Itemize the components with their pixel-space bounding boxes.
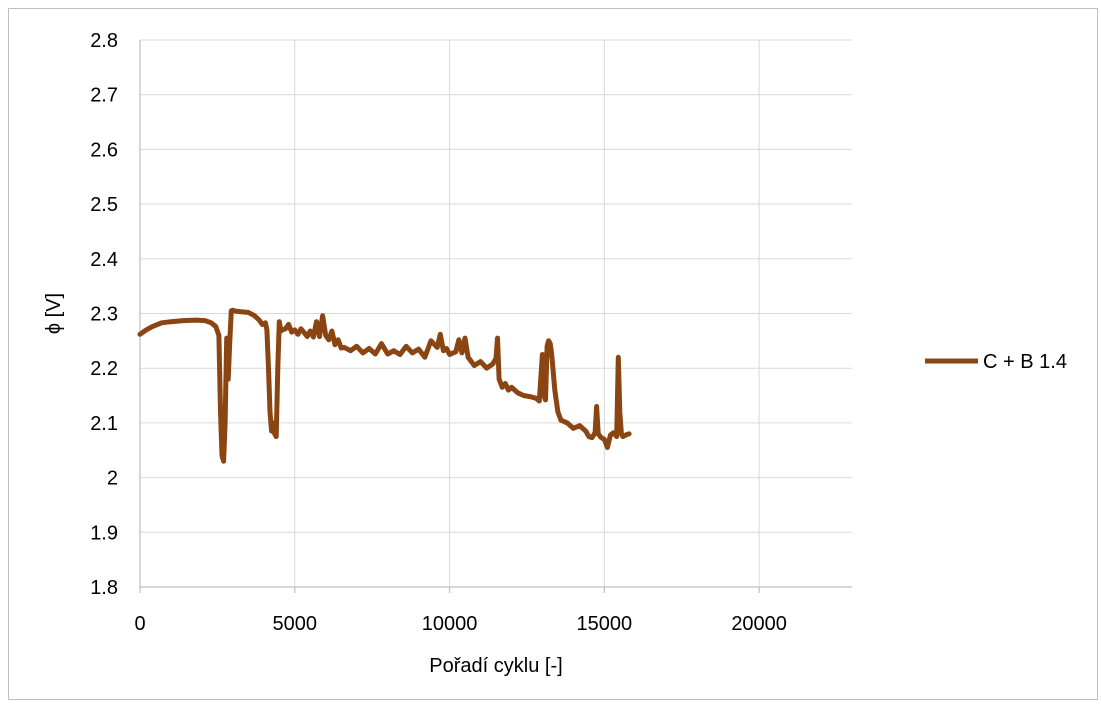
x-tick-label: 10000 [422,613,478,635]
x-tick-label: 15000 [577,613,633,635]
y-tick-label: 2.8 [90,30,118,52]
y-tick-label: 2.5 [90,194,118,216]
x-axis-title: Pořadí cyklu [-] [429,655,562,677]
series-line [137,307,632,464]
y-tick-label: 1.8 [90,577,118,599]
x-tick-label: 5000 [273,613,318,635]
legend-label: C + B 1.4 [983,351,1067,373]
y-tick-label: 2 [107,468,118,490]
y-tick-label: 2.4 [90,249,118,271]
y-tick-label: 1.9 [90,522,118,544]
axes [139,40,852,593]
series-layer [137,307,632,464]
legend: C + B 1.4 [925,351,1067,373]
y-tick-label: 2.3 [90,304,118,326]
x-tick-label: 20000 [731,613,787,635]
y-tick-label: 2.2 [90,358,118,380]
x-tick-label: 0 [134,613,145,635]
x-tick-labels: 0 5000 10000 15000 20000 [134,613,787,635]
y-tick-labels: 1.8 1.9 2 2.1 2.2 2.3 2.4 2.5 2.6 2.7 2.8 [90,30,118,599]
y-axis-title: ϕ [V] [43,293,65,334]
y-tick-label: 2.1 [90,413,118,435]
y-tick-label: 2.6 [90,139,118,161]
y-tick-label: 2.7 [90,85,118,107]
